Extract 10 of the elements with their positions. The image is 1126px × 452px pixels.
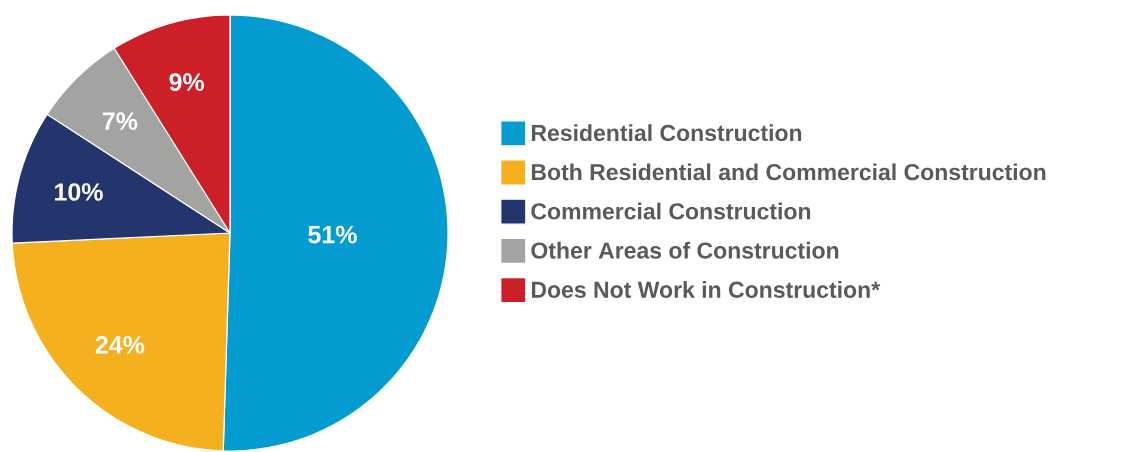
legend-label: Does Not Work in Construction* — [531, 281, 881, 299]
legend-label: Both Residential and Commercial Construction — [531, 163, 1046, 181]
data-label: 10% — [55, 183, 103, 202]
data-label: 7% — [102, 112, 138, 131]
data-label: 9% — [169, 73, 205, 92]
legend-label: Other Areas of Construction — [531, 242, 839, 259]
legend-label: Commercial Construction — [531, 202, 811, 220]
data-label: 51% — [308, 225, 357, 244]
legend-label: Residential Construction — [531, 124, 802, 142]
data-label: 24% — [95, 336, 145, 354]
